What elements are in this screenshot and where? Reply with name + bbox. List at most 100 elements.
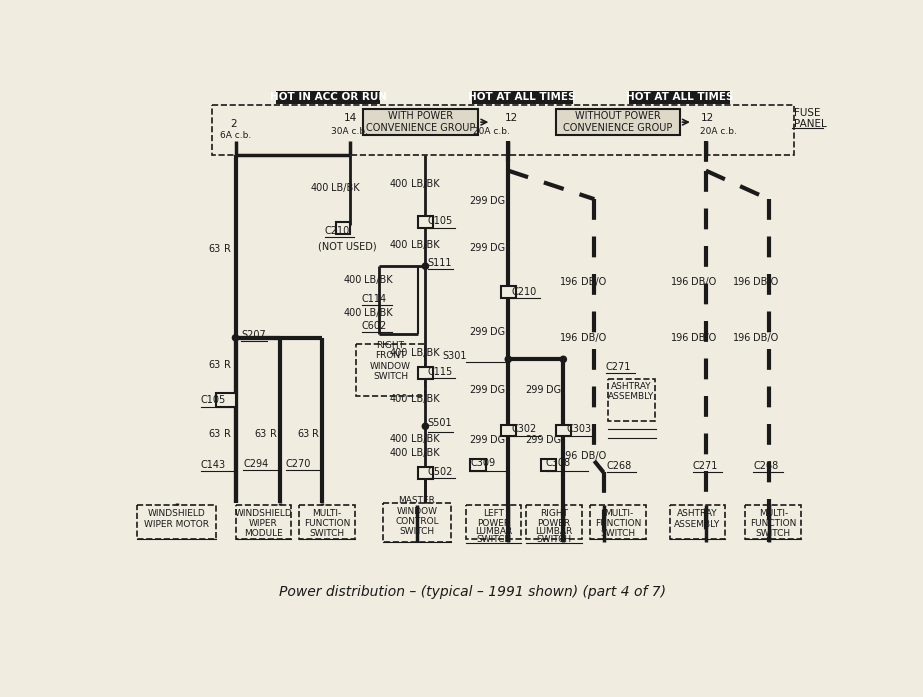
Text: LB/BK: LB/BK [411, 348, 439, 358]
Text: R: R [224, 244, 231, 254]
Bar [336, 222, 350, 233]
Text: HOT AT ALL TIMES: HOT AT ALL TIMES [469, 93, 576, 102]
Text: 299: 299 [469, 243, 487, 252]
Text: 20A c.b.: 20A c.b. [473, 127, 510, 136]
Text: C143: C143 [200, 460, 226, 470]
Text: FUNCTION: FUNCTION [304, 519, 350, 528]
Bar [746, 505, 801, 539]
Text: LB/BK: LB/BK [365, 275, 393, 285]
Text: WITHOUT POWER
CONVENIENCE GROUP: WITHOUT POWER CONVENIENCE GROUP [563, 112, 672, 133]
Text: 299: 299 [469, 197, 487, 206]
Text: DB/O: DB/O [581, 450, 606, 461]
Text: 400: 400 [343, 275, 362, 285]
Text: SWITCH: SWITCH [309, 529, 344, 538]
Text: 12: 12 [505, 112, 518, 123]
Text: 400: 400 [390, 178, 408, 189]
Text: C309: C309 [471, 458, 496, 468]
Text: 196: 196 [733, 277, 751, 287]
Text: 12: 12 [701, 112, 713, 123]
Text: MULTI-: MULTI- [312, 509, 342, 518]
Text: 400: 400 [343, 308, 362, 318]
Text: LB/BK: LB/BK [411, 178, 439, 189]
Bar [669, 505, 725, 539]
Text: 299: 299 [469, 435, 487, 445]
Text: ASHTRAY
ASSEMBLY: ASHTRAY ASSEMBLY [608, 382, 654, 401]
Text: DG: DG [490, 435, 505, 445]
Bar [212, 105, 794, 155]
Text: PANEL: PANEL [795, 118, 827, 129]
Text: DB/O: DB/O [753, 332, 778, 343]
Text: DG: DG [490, 197, 505, 206]
Text: FUNCTION: FUNCTION [750, 519, 797, 528]
Text: MULTI-: MULTI- [604, 509, 633, 518]
Text: 30A c.b.: 30A c.b. [330, 127, 368, 136]
Text: 63: 63 [209, 429, 221, 439]
Text: C294: C294 [244, 459, 269, 469]
Text: POWER: POWER [477, 519, 510, 528]
Text: 400: 400 [390, 240, 408, 250]
Bar [355, 344, 426, 397]
Bar [417, 467, 433, 479]
Text: LEFT: LEFT [483, 509, 504, 518]
Text: RIGHT: RIGHT [540, 509, 568, 518]
Bar [417, 367, 433, 378]
Text: 20A c.b.: 20A c.b. [701, 127, 737, 136]
Text: WINDSHIELD: WINDSHIELD [234, 509, 293, 518]
Bar [608, 378, 654, 421]
Text: 6A c.b.: 6A c.b. [220, 132, 251, 141]
Text: DG: DG [546, 385, 561, 395]
Text: 63: 63 [209, 360, 221, 369]
Text: POWER: POWER [537, 519, 570, 528]
Bar [500, 286, 516, 298]
Bar [235, 505, 292, 539]
Bar [629, 91, 730, 104]
Text: 299: 299 [469, 328, 487, 337]
Bar [466, 505, 521, 539]
Text: 63: 63 [209, 244, 221, 254]
Text: 196: 196 [733, 332, 751, 343]
Text: MODULE: MODULE [244, 529, 282, 538]
Text: 299: 299 [525, 435, 544, 445]
Text: SWITCH: SWITCH [756, 529, 791, 538]
Bar [500, 424, 516, 436]
Text: 2: 2 [230, 118, 236, 129]
Text: C105: C105 [200, 395, 226, 405]
Text: RIGHT
FRONT
WINDOW
SWITCH: RIGHT FRONT WINDOW SWITCH [370, 341, 411, 381]
Text: ASHTRAY: ASHTRAY [677, 509, 718, 518]
Text: DB/O: DB/O [691, 332, 716, 343]
Text: DG: DG [490, 328, 505, 337]
Bar [591, 505, 646, 539]
Text: FUSE: FUSE [795, 108, 821, 118]
Text: DB/O: DB/O [691, 277, 716, 287]
Text: C210: C210 [511, 286, 536, 296]
Text: DB/O: DB/O [753, 277, 778, 287]
Text: C502: C502 [427, 467, 453, 477]
Bar [556, 109, 679, 135]
Text: 196: 196 [670, 277, 689, 287]
Text: C303: C303 [567, 424, 592, 434]
Text: 400: 400 [390, 348, 408, 358]
Text: LB/BK: LB/BK [411, 434, 439, 445]
Text: C105: C105 [427, 217, 453, 227]
Text: Power distribution – (typical – 1991 shown) (part 4 of 7): Power distribution – (typical – 1991 sho… [279, 585, 666, 599]
Text: 196: 196 [560, 277, 579, 287]
Bar [541, 459, 557, 471]
Text: 400: 400 [390, 448, 408, 458]
Text: R: R [224, 360, 231, 369]
Text: (NOT USED): (NOT USED) [318, 242, 378, 252]
Circle shape [505, 356, 511, 362]
Text: WIPER MOTOR: WIPER MOTOR [144, 519, 210, 528]
Text: C308: C308 [545, 458, 570, 468]
Bar [383, 503, 451, 542]
Text: S207: S207 [241, 330, 266, 339]
Text: R: R [270, 429, 277, 439]
Text: 400: 400 [390, 395, 408, 404]
Text: ASSEMBLY: ASSEMBLY [675, 519, 721, 528]
Text: MULTI-: MULTI- [759, 509, 788, 518]
Text: C114: C114 [362, 294, 387, 304]
Text: DG: DG [546, 435, 561, 445]
Text: LB/BK: LB/BK [411, 395, 439, 404]
Text: S111: S111 [427, 258, 452, 268]
Text: LB/BK: LB/BK [330, 183, 359, 192]
Text: 63: 63 [254, 429, 267, 439]
